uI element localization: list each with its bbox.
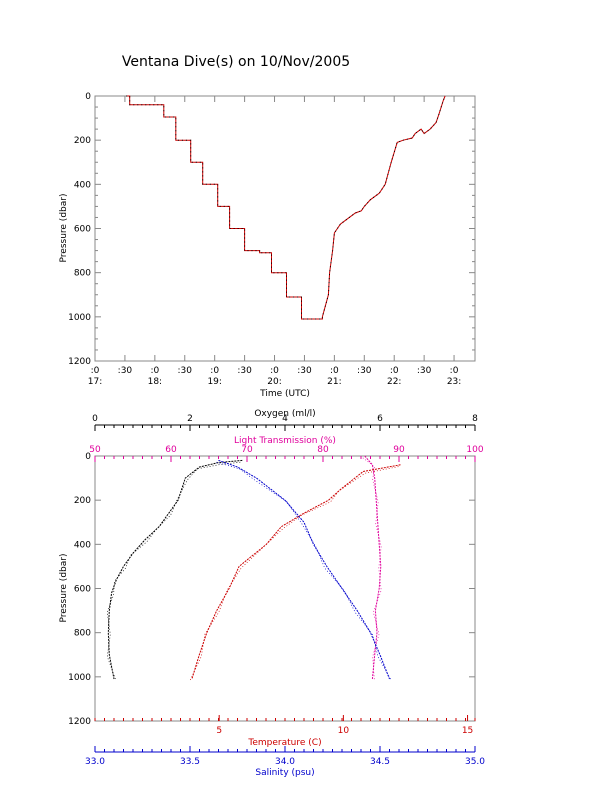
top-x-tick-label: :0 xyxy=(390,366,399,376)
top-y-tick-label: 1000 xyxy=(68,313,91,323)
top-x-tick-hour-label: 22: xyxy=(387,377,401,387)
light-tick-label: 70 xyxy=(241,445,253,455)
salinity-tick-label: 33.0 xyxy=(85,757,105,767)
bottom-plot-series xyxy=(106,455,401,681)
light-tick-label: 50 xyxy=(89,445,101,455)
top-x-tick-label: :0 xyxy=(450,366,459,376)
chart-title: Ventana Dive(s) on 10/Nov/2005 xyxy=(122,54,350,70)
temperature-profile-line xyxy=(191,464,401,680)
light-tick-label: 90 xyxy=(393,445,405,455)
bottom-y-tick-label: 1200 xyxy=(68,717,91,727)
oxygen-tick-label: 6 xyxy=(377,414,383,424)
top-x-tick-hour-label: 21: xyxy=(327,377,341,387)
salinity-profile-line-upcast xyxy=(216,461,392,681)
oxygen-tick-label: 2 xyxy=(187,414,193,424)
bottom-y-tick-label: 1000 xyxy=(68,673,91,683)
top-x-tick-label: :30 xyxy=(357,366,372,376)
salinity-profile-line xyxy=(218,459,390,680)
top-x-tick-hour-label: 19: xyxy=(207,377,221,387)
light-tick-label: 60 xyxy=(165,445,177,455)
top-y-tick-label: 200 xyxy=(74,136,91,146)
top-plot-frame xyxy=(94,95,476,362)
top-y-axis-label: Pressure (dbar) xyxy=(59,194,69,263)
light-tick-label: 100 xyxy=(466,445,483,455)
temperature-tick-label: 5 xyxy=(216,726,222,736)
salinity-axis-label: Salinity (psu) xyxy=(255,768,314,778)
bottom-y-axis-label: Pressure (dbar) xyxy=(59,554,69,623)
top-y-tick-label: 600 xyxy=(74,225,91,235)
bottom-plot-frame xyxy=(94,455,476,722)
light-profile-line xyxy=(364,455,382,680)
oxygen-tick-label: 0 xyxy=(92,414,98,424)
dive-pressure-line xyxy=(126,95,446,320)
top-x-tick-label: :0 xyxy=(330,366,339,376)
top-x-tick-hour-label: 18: xyxy=(148,377,162,387)
dive-pressure-samples xyxy=(126,95,446,320)
top-y-tick-label: 400 xyxy=(74,180,91,190)
salinity-tick-label: 34.5 xyxy=(370,757,390,767)
top-x-tick-label: :0 xyxy=(150,366,159,376)
top-x-axis-label: Time (UTC) xyxy=(259,389,310,399)
top-x-tick-label: :0 xyxy=(210,366,219,376)
top-y-tick-label: 0 xyxy=(85,92,91,102)
top-x-tick-hour-label: 23: xyxy=(447,377,461,387)
top-x-tick-hour-label: 20: xyxy=(267,377,281,387)
bottom-plot-axes: 0 200 400 600 800 1000 1200 0 2 4 6 8 50 60 70 80 90 100 5… xyxy=(68,414,485,767)
top-x-tick-label: :30 xyxy=(118,366,133,376)
bottom-y-tick-label: 600 xyxy=(74,585,91,595)
top-plot-series xyxy=(126,95,446,320)
oxygen-tick-label: 8 xyxy=(472,414,478,424)
bottom-y-tick-label: 0 xyxy=(85,452,91,462)
light-tick-label: 80 xyxy=(317,445,329,455)
light-profile-line-upcast xyxy=(362,457,382,681)
top-x-tick-label: :30 xyxy=(237,366,252,376)
bottom-y-tick-label: 800 xyxy=(74,629,91,639)
top-x-tick-label: :0 xyxy=(270,366,279,376)
bottom-y-tick-label: 400 xyxy=(74,540,91,550)
oxygen-profile-line-upcast xyxy=(106,461,241,681)
top-x-tick-hour-label: 17: xyxy=(88,377,102,387)
temperature-tick-label: 10 xyxy=(338,726,350,736)
bottom-y-tick-label: 200 xyxy=(74,496,91,506)
temperature-tick-label: 15 xyxy=(462,726,473,736)
salinity-tick-label: 35.0 xyxy=(465,757,485,767)
top-x-tick-label: :0 xyxy=(91,366,100,376)
oxygen-tick-label: 4 xyxy=(282,414,288,424)
top-y-tick-label: 1200 xyxy=(68,357,91,367)
salinity-tick-label: 33.5 xyxy=(180,757,200,767)
top-x-tick-label: :30 xyxy=(417,366,432,376)
temperature-profile-line-upcast xyxy=(189,466,399,681)
light-axis-label: Light Transmission (%) xyxy=(234,436,336,446)
oxygen-axis-label: Oxygen (ml/l) xyxy=(254,409,315,419)
temperature-axis-label: Temperature (C) xyxy=(247,738,321,748)
top-y-tick-label: 800 xyxy=(74,269,91,279)
top-x-tick-label: :30 xyxy=(178,366,193,376)
top-plot-axes: 020040060080010001200:017::30:018::30:01… xyxy=(68,92,475,387)
salinity-tick-label: 34.0 xyxy=(275,757,295,767)
top-x-tick-label: :30 xyxy=(297,366,312,376)
oxygen-profile-line xyxy=(107,459,243,680)
